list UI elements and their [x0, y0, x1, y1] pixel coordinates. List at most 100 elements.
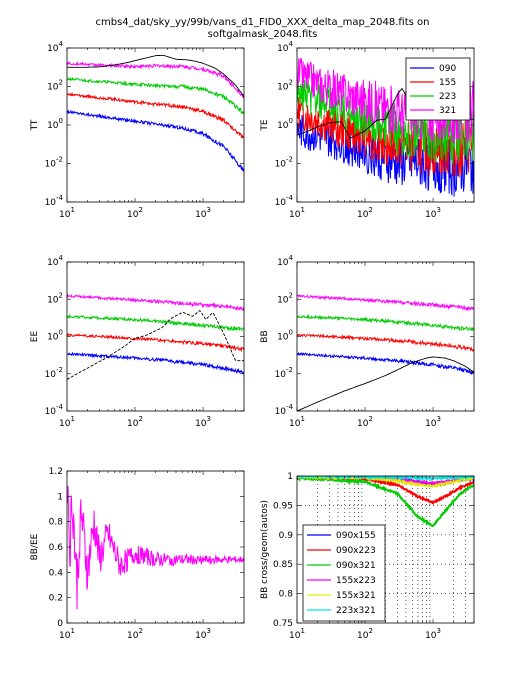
y-axis-label: BB — [260, 330, 270, 342]
legend-1: 090 155 223 321 — [405, 57, 471, 121]
figure-title-line-2: softgalmask_2048.fits — [207, 29, 318, 40]
y-tick-label: 1 — [287, 472, 293, 482]
y-tick-label: 104 — [277, 254, 293, 268]
x-tick-label: 102 — [357, 206, 373, 220]
y-tick-label: 10-2 — [275, 156, 293, 170]
y-tick-label: 100 — [277, 117, 293, 131]
y-tick-label: 100 — [277, 329, 293, 343]
y-tick-label: 102 — [277, 291, 293, 305]
x-tick-label: 103 — [425, 627, 441, 641]
y-tick-label: 10-2 — [45, 366, 63, 380]
legend-label-090x223: 090x223 — [336, 546, 376, 556]
x-tick-label: 103 — [425, 415, 441, 429]
x-tick-label: 101 — [59, 206, 75, 220]
series-line-model — [67, 309, 244, 380]
legend-label-155x321: 155x321 — [336, 591, 376, 601]
legend-box — [302, 524, 386, 622]
y-tick-label: 0.9 — [279, 531, 294, 541]
x-tick-label: 102 — [357, 415, 373, 429]
y-tick-label: 1 — [57, 492, 63, 502]
y-axis-label: BB/EE — [30, 533, 40, 560]
series-line-090 — [297, 114, 474, 197]
y-tick-label: 0.95 — [273, 501, 293, 511]
series-line-155 — [297, 333, 474, 353]
y-axis-label: EE — [30, 331, 40, 343]
series-layer-2 — [67, 293, 244, 380]
x-tick-label: 103 — [195, 206, 211, 220]
y-tick-label: 104 — [277, 40, 293, 54]
x-tick-label: 101 — [289, 206, 305, 220]
series-line-223 — [297, 314, 474, 332]
y-tick-label: 0.75 — [273, 619, 293, 629]
x-tick-label: 102 — [357, 627, 373, 641]
panel-4: 101 102 103 1.2 1 0.8 0.6 0.4 0.2 0 BB/EE — [30, 467, 245, 641]
y-tick-label: 100 — [47, 329, 63, 343]
series-line-321 — [67, 485, 244, 610]
legend-label-090x155: 090x155 — [336, 531, 376, 541]
y-tick-label: 104 — [47, 40, 63, 54]
x-tick-label: 101 — [59, 627, 75, 641]
series-line-090 — [67, 109, 244, 173]
x-tick-label: 102 — [127, 415, 143, 429]
y-tick-label: 102 — [277, 79, 293, 93]
y-tick-label: 0.8 — [49, 518, 64, 528]
y-tick-label: 10-4 — [45, 194, 64, 208]
legend-label-155x223: 155x223 — [336, 576, 376, 586]
y-tick-label: 0.6 — [49, 543, 64, 553]
plot-area-0 — [67, 48, 244, 202]
legend-label-155: 155 — [439, 78, 456, 88]
y-tick-label: 0.8 — [279, 590, 294, 600]
panel-3: 101 102 103 104 102 100 10-2 10-4 BB — [260, 254, 475, 429]
figure-title-line-1: cmbs4_dat/sky_yy/99b/vans_d1_FID0_XXX_de… — [95, 17, 430, 28]
series-line-321 — [297, 293, 474, 312]
series-line-321 — [67, 61, 244, 99]
y-axis-label: TT — [30, 119, 40, 131]
y-axis-label: TE — [260, 119, 270, 131]
y-tick-label: 1.2 — [49, 467, 63, 477]
panel-2: 101 102 103 104 102 100 10-2 10-4 EE — [30, 254, 245, 429]
panel-5: 101 102 103 1 0.95 0.9 0.85 0.8 0.75 BB cross/geo… — [260, 472, 475, 641]
x-tick-label: 103 — [195, 415, 211, 429]
series-line-155 — [67, 92, 244, 139]
series-line-090 — [297, 351, 474, 376]
y-axis-label: BB cross/geom(autos) — [260, 500, 270, 599]
series-line-model — [67, 54, 244, 97]
y-tick-label: 10-2 — [275, 366, 293, 380]
y-tick-label: 0 — [57, 619, 63, 629]
series-line-090 — [67, 351, 244, 375]
series-layer-0 — [67, 54, 244, 173]
x-tick-label: 101 — [289, 415, 305, 429]
y-tick-label: 104 — [47, 254, 63, 268]
y-tick-label: 102 — [47, 291, 63, 305]
y-tick-label: 0.2 — [49, 594, 63, 604]
x-tick-label: 101 — [59, 415, 75, 429]
x-tick-label: 102 — [127, 206, 143, 220]
panel-0: 101 102 103 104 102 100 10-2 10-4 TT — [30, 40, 245, 220]
y-tick-label: 10-4 — [275, 194, 294, 208]
y-tick-label: 0.4 — [49, 568, 64, 578]
legend-label-090x321: 090x321 — [336, 561, 376, 571]
series-line-223 — [67, 313, 244, 332]
series-line-321 — [67, 293, 244, 311]
x-tick-label: 101 — [289, 627, 305, 641]
y-tick-label: 102 — [47, 79, 63, 93]
plot-area-4 — [67, 471, 244, 623]
legend-label-321: 321 — [439, 106, 456, 116]
series-line-model — [297, 356, 474, 411]
series-layer-4 — [67, 485, 244, 610]
legend-label-223x321: 223x321 — [336, 606, 376, 616]
y-tick-label: 10-2 — [45, 156, 63, 170]
series-line-223 — [67, 76, 244, 115]
y-tick-label: 100 — [47, 117, 63, 131]
legend-label-090: 090 — [439, 64, 456, 74]
legend-box — [405, 57, 471, 121]
x-tick-label: 103 — [425, 206, 441, 220]
legend-label-223: 223 — [439, 92, 456, 102]
x-tick-label: 102 — [127, 627, 143, 641]
y-tick-label: 10-4 — [275, 403, 294, 417]
panel-1: 101 102 103 104 102 100 10-2 10-4 TE 090 155 223 321 — [260, 40, 475, 220]
series-line-155 — [67, 332, 244, 353]
y-tick-label: 0.85 — [273, 560, 293, 570]
x-tick-label: 103 — [195, 627, 211, 641]
